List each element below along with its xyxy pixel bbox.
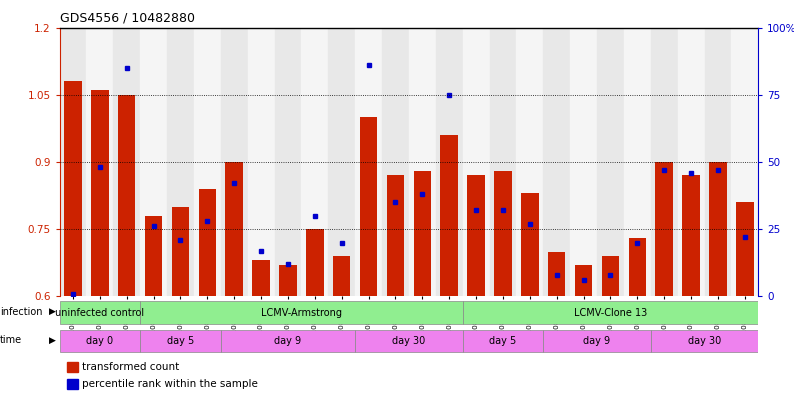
Bar bbox=[704, 28, 731, 296]
Text: infection: infection bbox=[0, 307, 43, 317]
Bar bbox=[463, 301, 758, 324]
Bar bbox=[141, 330, 221, 353]
Bar bbox=[463, 330, 543, 353]
Bar bbox=[118, 95, 136, 296]
Bar bbox=[172, 207, 189, 296]
Text: day 9: day 9 bbox=[275, 336, 302, 346]
Bar bbox=[167, 28, 194, 296]
Bar bbox=[387, 175, 404, 296]
Text: day 30: day 30 bbox=[392, 336, 426, 346]
Bar bbox=[360, 117, 377, 296]
Text: time: time bbox=[0, 335, 22, 345]
Bar bbox=[682, 175, 700, 296]
Text: ▶: ▶ bbox=[48, 336, 56, 345]
Bar bbox=[302, 28, 328, 296]
Bar bbox=[463, 28, 490, 296]
Bar bbox=[225, 162, 243, 296]
Bar bbox=[60, 28, 87, 296]
Bar bbox=[651, 330, 758, 353]
Bar bbox=[114, 28, 141, 296]
Text: day 0: day 0 bbox=[87, 336, 114, 346]
Bar bbox=[709, 162, 727, 296]
Bar bbox=[736, 202, 754, 296]
Bar bbox=[194, 28, 221, 296]
Bar bbox=[490, 28, 516, 296]
Bar bbox=[221, 330, 355, 353]
Bar bbox=[221, 28, 248, 296]
Text: day 5: day 5 bbox=[167, 336, 194, 346]
Bar bbox=[355, 330, 463, 353]
Bar bbox=[548, 252, 565, 296]
Text: transformed count: transformed count bbox=[82, 362, 179, 372]
Bar bbox=[656, 162, 673, 296]
Bar bbox=[333, 256, 350, 296]
Bar bbox=[248, 28, 275, 296]
Bar bbox=[328, 28, 355, 296]
Bar bbox=[198, 189, 216, 296]
Bar bbox=[306, 229, 324, 296]
Bar bbox=[382, 28, 409, 296]
Bar bbox=[87, 28, 114, 296]
Bar bbox=[575, 265, 592, 296]
Bar bbox=[60, 301, 141, 324]
Bar bbox=[516, 28, 543, 296]
Bar bbox=[279, 265, 297, 296]
Text: GDS4556 / 10482880: GDS4556 / 10482880 bbox=[60, 12, 195, 25]
Bar bbox=[521, 193, 538, 296]
Bar bbox=[441, 135, 458, 296]
Text: LCMV-Clone 13: LCMV-Clone 13 bbox=[574, 308, 647, 318]
Bar bbox=[436, 28, 463, 296]
Text: uninfected control: uninfected control bbox=[56, 308, 145, 318]
Bar bbox=[60, 330, 141, 353]
Bar bbox=[731, 28, 758, 296]
Bar bbox=[67, 362, 78, 372]
Bar bbox=[651, 28, 677, 296]
Bar bbox=[468, 175, 485, 296]
Bar bbox=[543, 28, 570, 296]
Text: percentile rank within the sample: percentile rank within the sample bbox=[82, 379, 258, 389]
Bar bbox=[141, 301, 463, 324]
Bar bbox=[409, 28, 436, 296]
Bar bbox=[677, 28, 704, 296]
Bar bbox=[543, 330, 651, 353]
Bar bbox=[145, 216, 162, 296]
Bar bbox=[624, 28, 651, 296]
Bar bbox=[67, 379, 78, 389]
Text: day 30: day 30 bbox=[688, 336, 721, 346]
Text: day 9: day 9 bbox=[584, 336, 611, 346]
Text: ▶: ▶ bbox=[48, 307, 56, 316]
Bar bbox=[64, 81, 82, 296]
Bar bbox=[275, 28, 302, 296]
Bar bbox=[602, 256, 619, 296]
Bar bbox=[141, 28, 167, 296]
Text: day 5: day 5 bbox=[489, 336, 517, 346]
Bar bbox=[597, 28, 624, 296]
Text: LCMV-Armstrong: LCMV-Armstrong bbox=[261, 308, 342, 318]
Bar bbox=[355, 28, 382, 296]
Bar bbox=[570, 28, 597, 296]
Bar bbox=[91, 90, 109, 296]
Bar bbox=[629, 238, 646, 296]
Bar bbox=[252, 261, 270, 296]
Bar bbox=[494, 171, 511, 296]
Bar bbox=[414, 171, 431, 296]
